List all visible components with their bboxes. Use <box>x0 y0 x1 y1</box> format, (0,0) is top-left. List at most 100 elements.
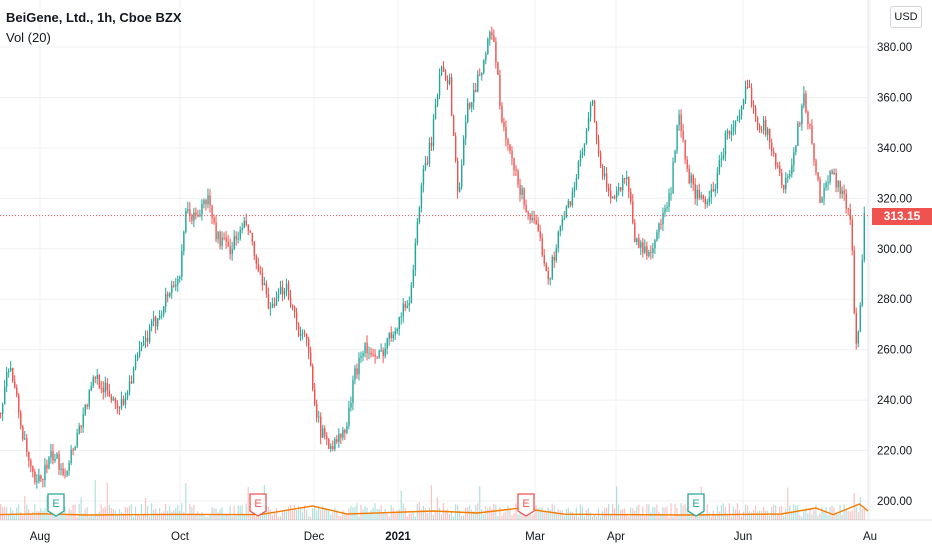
candle-body <box>102 387 105 393</box>
volume-bar <box>36 511 38 520</box>
volume-bar <box>756 511 759 520</box>
candle-body <box>446 79 449 84</box>
volume-bar <box>8 513 10 520</box>
volume-bar <box>209 514 211 520</box>
volume-bar <box>750 512 753 520</box>
candle-body <box>205 200 207 205</box>
candle-body <box>277 294 280 299</box>
volume-bar <box>332 512 334 520</box>
candle-body <box>207 195 209 205</box>
candle-body <box>430 142 433 147</box>
volume-indicator-label[interactable]: Vol (20) <box>6 30 51 45</box>
volume-bar <box>88 516 90 520</box>
volume-bar <box>646 503 648 520</box>
candle-body <box>851 219 853 251</box>
candle-body <box>489 32 491 40</box>
candle-body <box>402 303 405 317</box>
volume-bar <box>535 505 537 520</box>
candle-body <box>201 204 203 215</box>
volume-bar <box>714 514 716 520</box>
candle-body <box>521 188 523 195</box>
volume-bar <box>277 516 280 520</box>
volume-bar <box>205 516 207 520</box>
volume-bar <box>281 511 284 520</box>
volume-bar <box>261 511 263 520</box>
volume-bar <box>678 514 680 520</box>
symbol-title[interactable]: BeiGene, Ltd., 1h, Cboe BZX <box>6 10 182 25</box>
volume-bar <box>716 505 718 520</box>
volume-bar <box>346 514 348 520</box>
volume-bar <box>525 513 527 520</box>
volume-bar <box>350 506 352 520</box>
volume-bar <box>48 513 50 520</box>
candle-body <box>450 77 453 116</box>
volume-bar <box>374 503 376 520</box>
volume-bar <box>855 504 857 520</box>
candle-body <box>712 189 715 192</box>
volume-bar <box>46 495 48 520</box>
candle-body <box>517 170 519 185</box>
candle-body <box>275 298 278 306</box>
volume-bar <box>795 505 797 520</box>
volume-bar <box>505 511 507 520</box>
volume-bar <box>334 507 336 520</box>
candle-body <box>452 115 455 136</box>
y-tick-label: 240.00 <box>877 395 912 407</box>
volume-bar <box>241 504 243 520</box>
candle-body <box>12 367 14 382</box>
volume-bar <box>807 513 809 520</box>
candle-body <box>777 165 779 167</box>
volume-bar <box>122 512 125 520</box>
volume-bar <box>581 506 584 520</box>
volume-bar <box>384 509 386 520</box>
candle-body <box>847 208 849 210</box>
candle-body <box>710 189 713 198</box>
volume-bar <box>815 505 817 520</box>
candle-body <box>144 337 147 342</box>
volume-bar <box>728 503 730 520</box>
x-tick-label: Apr <box>607 531 625 543</box>
candle-body <box>803 93 805 106</box>
candle-body <box>165 293 167 307</box>
volume-bar <box>243 514 245 520</box>
candle-body <box>636 238 638 243</box>
y-tick-label: 360.00 <box>877 92 912 104</box>
y-tick-label: 220.00 <box>877 446 912 458</box>
candle-body <box>62 468 64 475</box>
earnings-marker[interactable]: E <box>249 493 267 517</box>
candle-body <box>239 230 241 239</box>
volume-bar <box>239 505 241 520</box>
earnings-marker[interactable]: E <box>47 493 65 517</box>
volume-bar <box>12 510 14 520</box>
currency-button[interactable]: USD <box>890 6 922 28</box>
candle-body <box>116 403 119 408</box>
candle-body <box>50 451 52 458</box>
earnings-marker[interactable]: E <box>687 493 705 517</box>
candle-body <box>694 184 696 199</box>
volume-bar <box>748 511 751 520</box>
volume-bar <box>291 510 294 520</box>
volume-bar <box>207 516 209 520</box>
candle-body <box>223 237 225 239</box>
candle-body <box>595 122 598 141</box>
candle-body <box>118 407 121 409</box>
candle-body <box>609 191 612 199</box>
volume-bar <box>378 509 380 520</box>
volume-bar <box>702 505 704 520</box>
volume-bar <box>545 511 547 520</box>
candle-body <box>567 201 570 208</box>
candle-body <box>692 175 694 185</box>
volume-bar <box>773 504 775 520</box>
candle-body <box>815 160 817 173</box>
candle-body <box>414 243 417 270</box>
candle-body <box>765 120 767 135</box>
candle-body <box>4 386 6 405</box>
volume-bar <box>785 508 787 520</box>
candle-body <box>191 215 193 221</box>
earnings-marker[interactable]: E <box>517 493 535 517</box>
volume-bar <box>96 513 98 520</box>
candle-body <box>94 377 97 379</box>
candle-body <box>130 381 133 384</box>
candle-body <box>231 249 233 255</box>
